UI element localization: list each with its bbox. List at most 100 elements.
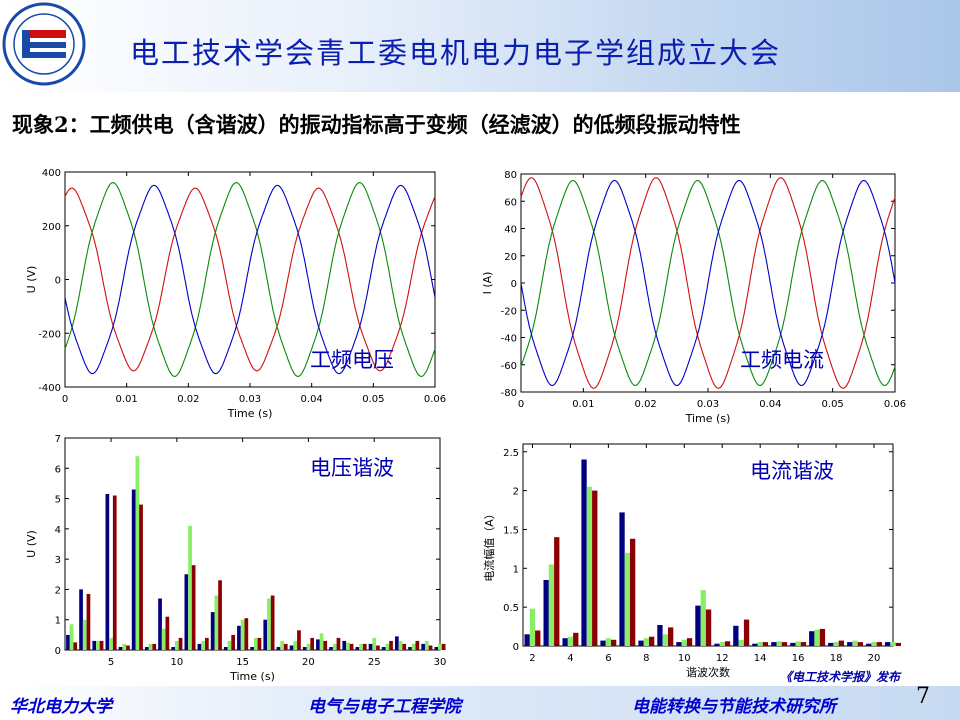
bar-h18-lightgreen — [280, 640, 284, 650]
bar-h4-darkred — [573, 632, 579, 646]
bar-h13-lightgreen — [214, 595, 219, 650]
x-tick-label: 10 — [170, 657, 183, 668]
bar-h2-darkred — [73, 642, 78, 650]
chart-annotation: 工频电流 — [740, 348, 824, 372]
bar-h16-darkred — [257, 637, 262, 650]
bar-h27-navy — [395, 636, 399, 650]
bar-h23-darkred — [349, 643, 354, 650]
x-axis-label: Time (s) — [229, 670, 275, 683]
bar-h18-darkred — [283, 643, 288, 650]
bar-h12-navy — [714, 643, 720, 646]
bar-h11-lightgreen — [188, 525, 192, 650]
x-tick-label: 0.06 — [884, 399, 906, 410]
y-tick-label: 7 — [55, 434, 61, 445]
header-banner — [0, 0, 960, 92]
bar-h13-darkred — [218, 580, 222, 650]
bar-h20-lightgreen — [306, 643, 311, 650]
bar-h12-lightgreen — [201, 640, 205, 650]
y-tick-label: 4 — [55, 525, 61, 536]
y-tick-label: -40 — [501, 334, 517, 345]
bar-h5-darkred — [112, 495, 117, 650]
y-tick-label: -60 — [501, 361, 517, 372]
bar-h4-lightgreen — [96, 640, 100, 650]
x-tick-label: 0.04 — [301, 394, 323, 405]
bar-h16-navy — [790, 642, 796, 646]
bar-h19-navy — [847, 642, 853, 646]
series-line-green — [64, 182, 436, 377]
footer-university: 华北电力大学 — [10, 697, 112, 717]
y-tick-label: -200 — [38, 329, 61, 340]
bar-h6-navy — [600, 640, 606, 646]
chart-voltage-waveform: 0 0.01 0.02 0.03 0.04 0.05 0.06 -400 -200 0 200 400… — [25, 168, 446, 420]
bar-h22-lightgreen — [332, 643, 337, 650]
bar-h20-navy — [302, 647, 307, 650]
bar-h2-lightgreen — [529, 608, 536, 646]
bar-h22-navy — [329, 647, 333, 650]
plot-area — [64, 437, 441, 651]
bar-h9-lightgreen — [662, 634, 668, 646]
bar-h3-lightgreen — [548, 564, 555, 646]
bar-h21-navy — [316, 639, 320, 650]
bar-h30-darkred — [441, 643, 446, 650]
x-axis-label: Time (s) — [685, 412, 731, 425]
bar-h9-navy — [158, 598, 162, 650]
y-tick-label: 3 — [55, 555, 61, 566]
bar-h11-navy — [184, 574, 189, 650]
y-tick-label: 6 — [55, 464, 61, 475]
y-tick-label: 200 — [42, 222, 61, 233]
bar-h5-lightgreen — [586, 486, 593, 646]
bar-h25-lightgreen — [372, 637, 377, 650]
bar-h21-lightgreen — [319, 633, 324, 650]
bar-h17-darkred — [819, 628, 826, 646]
x-tick-label: 0.02 — [177, 394, 199, 405]
bar-h5-navy — [581, 459, 587, 646]
footer-institute: 电能转换与节能技术研究所 — [632, 697, 836, 717]
bar-h14-darkred — [762, 642, 769, 646]
bar-h12-navy — [197, 643, 202, 650]
x-tick-label: 16 — [792, 653, 805, 664]
y-tick-label: 0.5 — [503, 603, 519, 614]
bar-h15-navy — [237, 625, 241, 650]
bar-h14-darkred — [231, 634, 235, 650]
y-axis-label: 电流幅值（A） — [482, 508, 496, 582]
bar-h9-darkred — [165, 616, 170, 650]
x-tick-label: 8 — [643, 653, 649, 664]
bar-h17-navy — [809, 631, 815, 646]
y-tick-label: 0 — [55, 646, 61, 657]
bar-h24-navy — [355, 647, 360, 650]
chart-current-waveform: 0 0.01 0.02 0.03 0.04 0.05 0.06 -80 -60 -40 -20 0 20… — [481, 170, 906, 425]
bar-h4-navy — [562, 638, 568, 646]
bar-h13-darkred — [743, 619, 750, 646]
series-line-blue — [520, 180, 896, 386]
bar-h20-darkred — [310, 637, 314, 650]
x-tick-label: 20 — [868, 653, 881, 664]
bar-h6-navy — [118, 647, 123, 650]
x-tick-label: 0.02 — [635, 399, 657, 410]
bar-h27-darkred — [402, 643, 407, 650]
bar-h10-lightgreen — [681, 639, 687, 646]
bar-h6-lightgreen — [122, 643, 127, 650]
bar-h17-lightgreen — [267, 598, 271, 650]
bar-h12-darkred — [205, 637, 209, 650]
bar-h21-navy — [885, 642, 891, 646]
bar-h2-navy — [66, 634, 70, 650]
bar-h19-lightgreen — [852, 640, 858, 646]
bar-h2-darkred — [535, 630, 541, 646]
footer-banner — [0, 686, 960, 720]
bar-h16-lightgreen — [795, 641, 801, 646]
bar-h15-lightgreen — [240, 619, 245, 650]
y-tick-label: 400 — [42, 168, 61, 179]
bar-h9-lightgreen — [161, 628, 166, 650]
y-axis-label: U (V) — [25, 530, 38, 558]
bar-h10-lightgreen — [175, 640, 179, 650]
series-line-red — [520, 177, 896, 389]
bar-h7-darkred — [139, 504, 143, 650]
bar-h9-navy — [657, 625, 663, 646]
bar-h29-darkred — [428, 645, 433, 650]
bar-h20-lightgreen — [871, 642, 877, 646]
bar-h29-lightgreen — [425, 640, 429, 650]
bar-h15-lightgreen — [776, 641, 782, 646]
bar-h8-lightgreen — [148, 643, 153, 650]
chart-voltage-harmonics: 5 10 15 20 25 30 0 1 2 3 4 5 6 7 Time (s) U (V) 电压谐波 — [25, 434, 446, 683]
x-tick-label: 5 — [108, 657, 114, 668]
